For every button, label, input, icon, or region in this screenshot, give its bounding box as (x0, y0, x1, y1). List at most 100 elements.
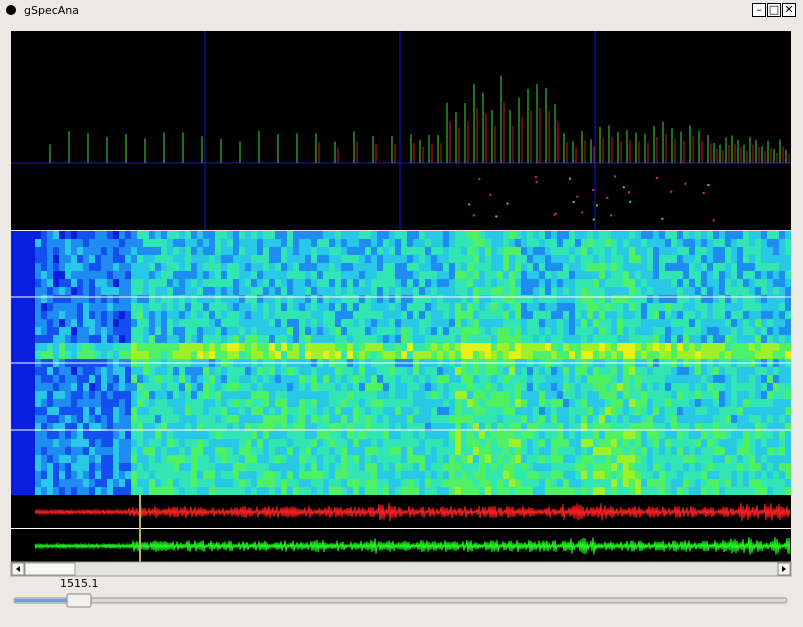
spectrogram-cell (641, 351, 647, 359)
spectrogram-cell (569, 471, 575, 479)
spectrogram-cell (485, 447, 491, 455)
spectrogram-cell (623, 335, 629, 343)
spectrogram-cell (143, 239, 149, 247)
spectrogram-cell (413, 351, 419, 359)
scrollbar[interactable] (10, 561, 792, 577)
spectrogram-cell (491, 367, 497, 375)
spectrogram-cell (419, 343, 425, 351)
spectrogram-cell (533, 423, 539, 431)
spectrogram-cell (743, 351, 749, 359)
spectrogram-cell (119, 479, 125, 487)
spectrogram-cell (437, 367, 443, 375)
spectrogram-cell (749, 327, 755, 335)
spectrogram-cell (491, 463, 497, 471)
spectrogram-cell (191, 311, 197, 319)
spectrogram-cell (431, 247, 437, 255)
spectrogram-cell (545, 343, 551, 351)
spectrogram-cell (635, 487, 641, 495)
spectrogram-cell (329, 263, 335, 271)
spectrogram-cell (113, 271, 119, 279)
spectrogram-cell (317, 399, 323, 407)
spectrogram-cell (617, 415, 623, 423)
spectrogram-cell (41, 287, 47, 295)
spectrogram-cell (419, 271, 425, 279)
spectrogram-cell (659, 463, 665, 471)
spectrogram-cell (17, 247, 23, 255)
spectrogram-cell (473, 303, 479, 311)
spectrogram-cell (677, 439, 683, 447)
spectrogram-cell (509, 319, 515, 327)
slider-handle[interactable] (66, 593, 92, 608)
spectrogram-cell (245, 455, 251, 463)
spectrogram-cell (725, 399, 731, 407)
spectrogram-cell (395, 279, 401, 287)
spectrogram-cell (281, 415, 287, 423)
spectrogram-cell (761, 263, 767, 271)
spectrogram-cell (689, 239, 695, 247)
spectrogram-cell (779, 375, 785, 383)
slider-track[interactable] (13, 597, 788, 604)
spectrogram-cell (215, 303, 221, 311)
scroll-thumb[interactable] (24, 562, 76, 576)
spectrogram-cell (251, 391, 257, 399)
spectrogram-cell (671, 327, 677, 335)
window-icon[interactable] (6, 5, 16, 15)
spectrogram-cell (713, 439, 719, 447)
spectrogram-cell (767, 351, 773, 359)
spectrogram-cell (305, 447, 311, 455)
spectrogram-cell (395, 303, 401, 311)
spectrogram-cell (455, 239, 461, 247)
spectrogram-cell (755, 455, 761, 463)
spectrogram-cell (293, 255, 299, 263)
minimize-button[interactable]: – (752, 3, 766, 17)
spectrogram-cell (101, 279, 107, 287)
spectrogram-cell (479, 335, 485, 343)
spectrogram-cell (59, 343, 65, 351)
spectrogram-cell (119, 231, 125, 239)
spectrogram-cell (89, 455, 95, 463)
spectrogram-cell (545, 447, 551, 455)
spectrogram-cell (311, 431, 317, 439)
spectrogram-cell (605, 319, 611, 327)
spectrogram-cell (485, 295, 491, 303)
spectrogram-cell (77, 415, 83, 423)
spectrum-dot (535, 181, 538, 184)
spectrogram-cell (167, 463, 173, 471)
spectrogram-cell (341, 391, 347, 399)
spectrogram-cell (47, 375, 53, 383)
spectrogram-cell (383, 303, 389, 311)
spectrogram-cell (263, 431, 269, 439)
spectrogram-cell (71, 407, 77, 415)
spectrogram-cell (161, 343, 167, 351)
spectrogram-cell (707, 471, 713, 479)
spectrogram-cell (389, 287, 395, 295)
spectrogram-cell (431, 263, 437, 271)
spectrogram-cell (533, 463, 539, 471)
spectrogram-cell (89, 407, 95, 415)
maximize-button[interactable]: □ (767, 3, 781, 17)
spectrogram-cell (203, 255, 209, 263)
spectrogram-cell (401, 263, 407, 271)
spectrogram-cell (755, 479, 761, 487)
spectrogram-cell (167, 439, 173, 447)
spectrogram-cell (275, 319, 281, 327)
spectrogram-cell (419, 327, 425, 335)
spectrogram-cell (335, 423, 341, 431)
spectrogram-cell (779, 231, 785, 239)
spectrogram-cell (17, 439, 23, 447)
spectrogram-cell (701, 423, 707, 431)
spectrogram-cell (785, 303, 791, 311)
spectrogram-cell (317, 255, 323, 263)
spectrogram-cell (473, 247, 479, 255)
spectrogram-cell (251, 455, 257, 463)
spectrum-dot (661, 217, 664, 220)
spectrogram-cell (611, 367, 617, 375)
close-button[interactable]: ✕ (782, 3, 796, 17)
spectrogram-cell (107, 391, 113, 399)
spectrogram-cell (323, 247, 329, 255)
spectrogram-cell (695, 263, 701, 271)
spectrogram-cell (371, 423, 377, 431)
spectrogram-cell (593, 399, 599, 407)
spectrogram-cell (161, 239, 167, 247)
